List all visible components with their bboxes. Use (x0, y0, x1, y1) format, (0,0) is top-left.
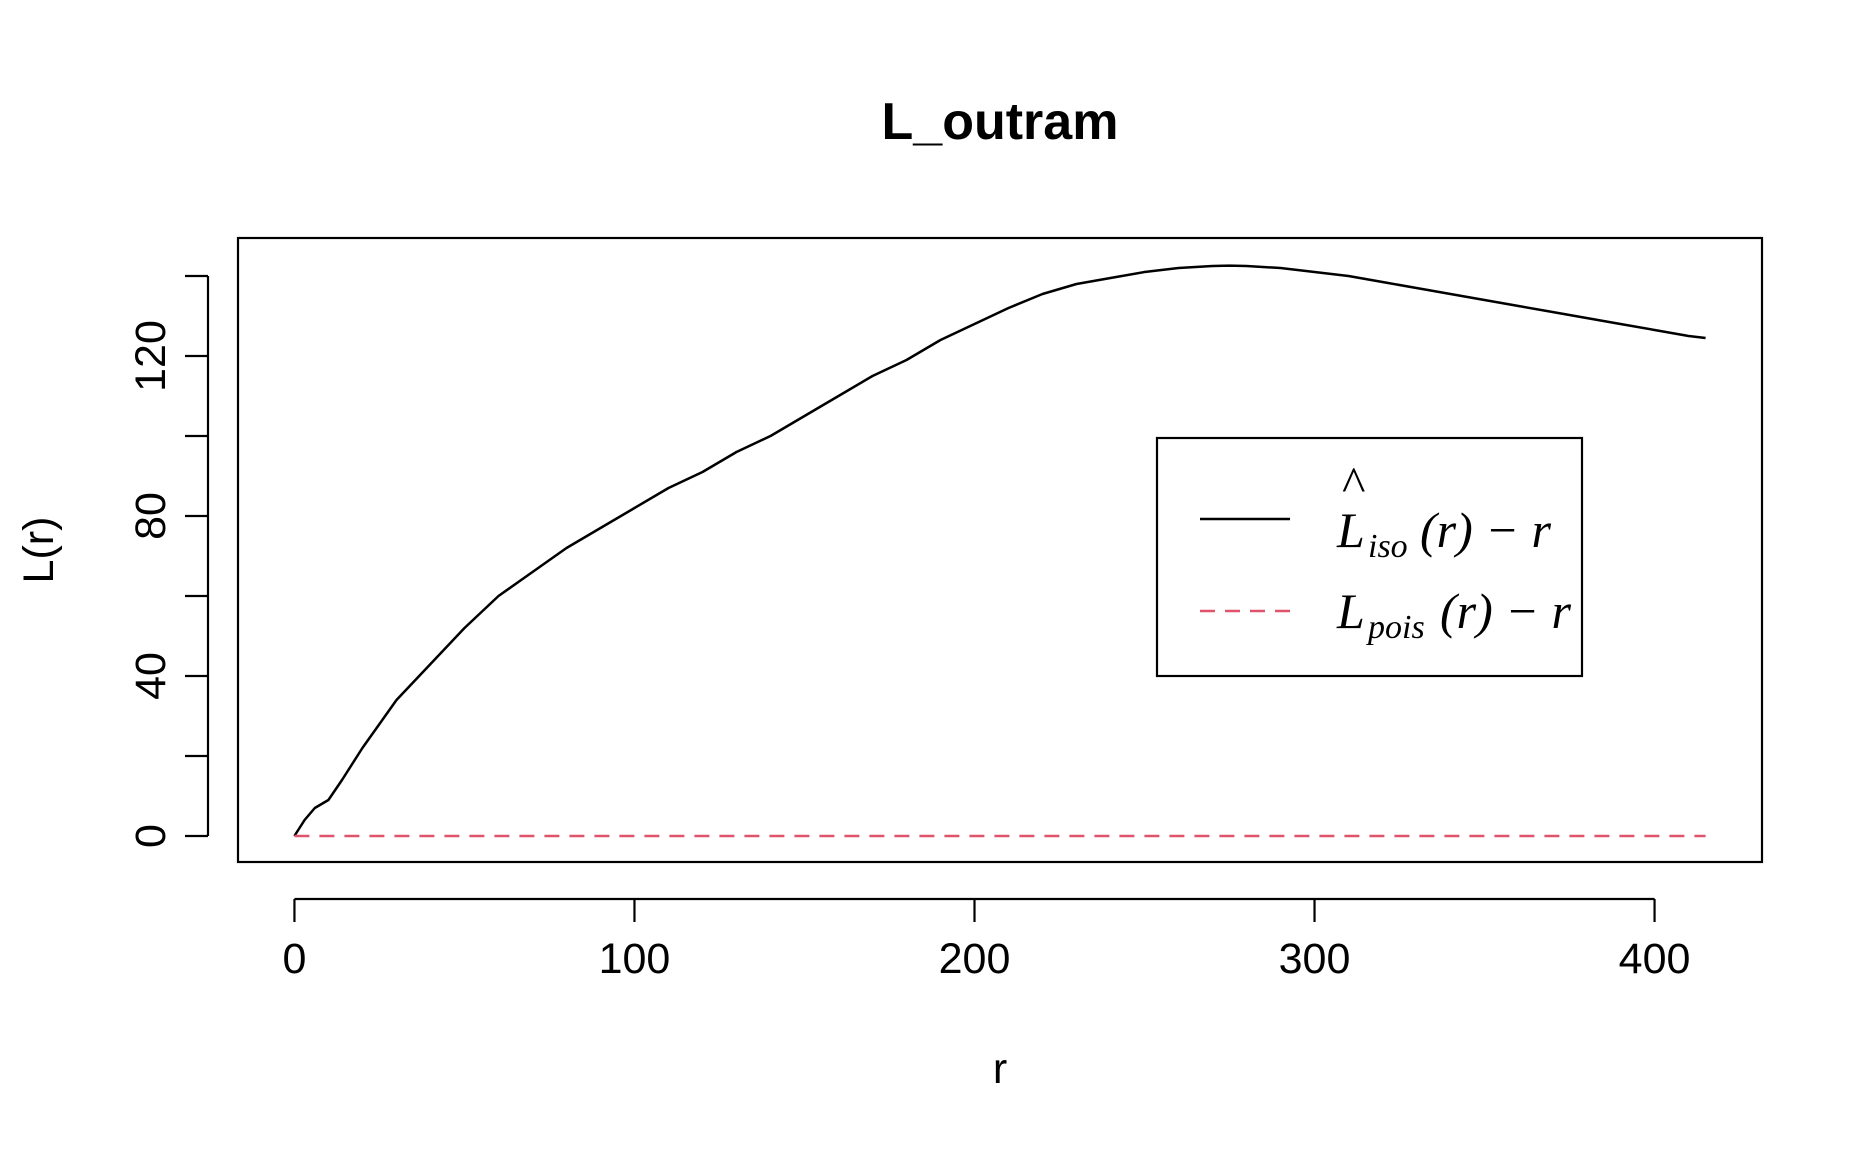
y-tick-label: 80 (127, 492, 175, 540)
legend-expression: (r) − r (1440, 583, 1571, 639)
x-axis: 0 100 200 300 400 (282, 897, 1691, 983)
legend-item-lhat-iso: L^iso (r) − r (1336, 456, 1551, 565)
y-tick-label: 40 (127, 652, 175, 700)
series-line-0 (293, 264, 1706, 837)
plot-lines (293, 264, 1706, 838)
y-tick-label: 120 (127, 320, 175, 392)
x-axis-label: r (993, 1045, 1007, 1093)
plot-frame (236, 236, 1764, 864)
legend-base-letter: L (1336, 583, 1365, 639)
legend-base-letter: L (1336, 502, 1365, 558)
x-tick-label: 0 (282, 935, 306, 983)
x-tick-label: 400 (1619, 935, 1691, 983)
legend-subscript: pois (1366, 609, 1425, 646)
y-tick-label: 0 (127, 824, 175, 848)
legend-hat: ^ (1342, 456, 1365, 512)
legend-expression: (r) − r (1420, 502, 1551, 558)
y-axis: 0 40 80 120 (127, 274, 210, 848)
x-tick-label: 200 (939, 935, 1011, 983)
chart-title: L_outram (882, 93, 1119, 151)
legend-subscript: iso (1368, 528, 1408, 565)
y-axis-label: L(r) (15, 517, 63, 584)
legend-box (1155, 436, 1584, 678)
x-tick-label: 100 (599, 935, 671, 983)
x-tick-label: 300 (1279, 935, 1351, 983)
